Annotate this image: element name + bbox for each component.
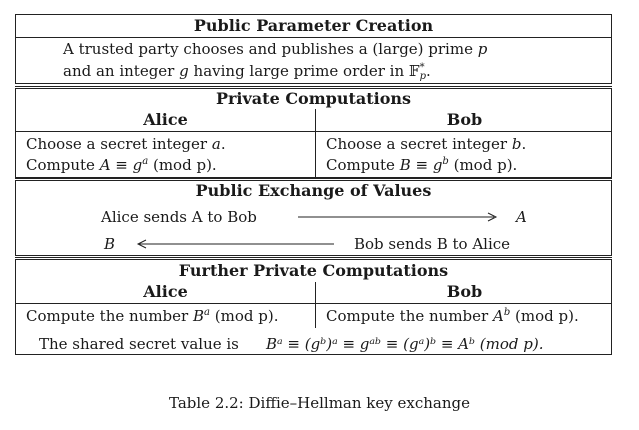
double-rule	[15, 257, 612, 258]
alice-compute-expr: A ≡ g	[99, 156, 143, 174]
line2-end: .	[425, 62, 431, 80]
alice-choose-text: Choose a secret integer	[26, 135, 208, 153]
alice-shared-mod: (mod p).	[214, 307, 279, 325]
double-rule	[15, 178, 612, 179]
bob-shared-mod: (mod p).	[515, 307, 579, 325]
alice-shared-base: B	[192, 307, 205, 325]
bob-secret-var: b	[511, 135, 522, 153]
prime-variable: p	[477, 40, 488, 58]
bob-compute-exp: b	[442, 156, 449, 167]
left-arrow-icon	[136, 239, 334, 249]
bob-compute: Compute B ≡ gb (mod p).	[326, 155, 517, 175]
bob-choose-text: Choose a secret integer	[326, 135, 508, 153]
further-private-section: Further Private Computations Alice Bob C…	[15, 259, 612, 355]
divider	[16, 37, 611, 38]
bob-shared-compute: Compute the number Ab (mod p).	[326, 306, 579, 326]
column-divider	[315, 109, 316, 177]
column-divider	[315, 282, 316, 328]
bob-sends-text: Bob sends B to Alice	[354, 235, 511, 253]
field-letter: 𝔽	[408, 62, 420, 80]
bob-header: Bob	[446, 110, 483, 129]
divider	[16, 131, 611, 132]
public-exchange-section: Public Exchange of Values Alice sends A …	[15, 180, 612, 256]
field-symbol: 𝔽*p	[408, 62, 426, 82]
alice-shared-compute: Compute the number Ba (mod p).	[26, 306, 278, 326]
line2-rest: having large prime order in	[193, 62, 405, 80]
alice-secret-var: a	[211, 135, 221, 153]
alice-shared-exp: a	[204, 307, 210, 318]
bob-choose-secret: Choose a secret integer b.	[326, 135, 527, 153]
generator-variable: g	[179, 62, 189, 80]
alice-sends-text: Alice sends A to Bob	[101, 208, 257, 226]
bob-shared-exp: b	[503, 307, 511, 318]
public-exchange-title: Public Exchange of Values	[195, 181, 432, 200]
shared-secret-label: The shared secret value is	[39, 335, 239, 353]
shared-secret-expression: Bᵃ ≡ (gᵇ)ᵃ ≡ gᵃᵇ ≡ (gᵃ)ᵇ ≡ Aᵇ (mod p).	[266, 335, 544, 353]
alice-shared-text: Compute the number	[26, 307, 189, 325]
divider	[16, 303, 611, 304]
bob-shared-text: Compute the number	[326, 307, 489, 325]
further-private-title: Further Private Computations	[178, 261, 449, 280]
public-parameter-line1: A trusted party chooses and publishes a …	[63, 39, 487, 59]
exchange-value-a: A	[516, 208, 527, 226]
alice-header: Alice	[143, 110, 188, 129]
bob-shared-base: A	[492, 307, 504, 325]
alice-choose-secret: Choose a secret integer a.	[26, 135, 226, 153]
exchange-value-b: B	[104, 235, 116, 253]
private-computations-title: Private Computations	[215, 89, 412, 108]
right-arrow-icon	[298, 212, 498, 222]
alice-compute: Compute A ≡ ga (mod p).	[26, 155, 217, 175]
public-parameter-title: Public Parameter Creation	[193, 16, 434, 35]
private-computations-section: Private Computations Alice Bob Choose a …	[15, 88, 612, 178]
double-rule	[15, 86, 612, 87]
alice-compute-exp: a	[142, 156, 149, 167]
line1-text: A trusted party chooses and publishes a …	[63, 40, 473, 58]
alice-compute-mod: (mod p).	[152, 156, 217, 174]
field-sub: p	[419, 71, 426, 82]
alice-compute-text: Compute	[26, 156, 95, 174]
bob-header: Bob	[446, 282, 483, 301]
table-caption: Table 2.2: Diffie–Hellman key exchange	[169, 394, 470, 412]
public-parameter-line2: and an integer g having large prime orde…	[63, 61, 431, 82]
bob-compute-expr: B ≡ g	[399, 156, 443, 174]
alice-header: Alice	[143, 282, 188, 301]
field-sup: *	[419, 62, 425, 73]
bob-compute-mod: (mod p).	[453, 156, 518, 174]
line2-text: and an integer	[63, 62, 175, 80]
public-parameter-section: Public Parameter Creation A trusted part…	[15, 14, 612, 84]
bob-compute-text: Compute	[326, 156, 395, 174]
